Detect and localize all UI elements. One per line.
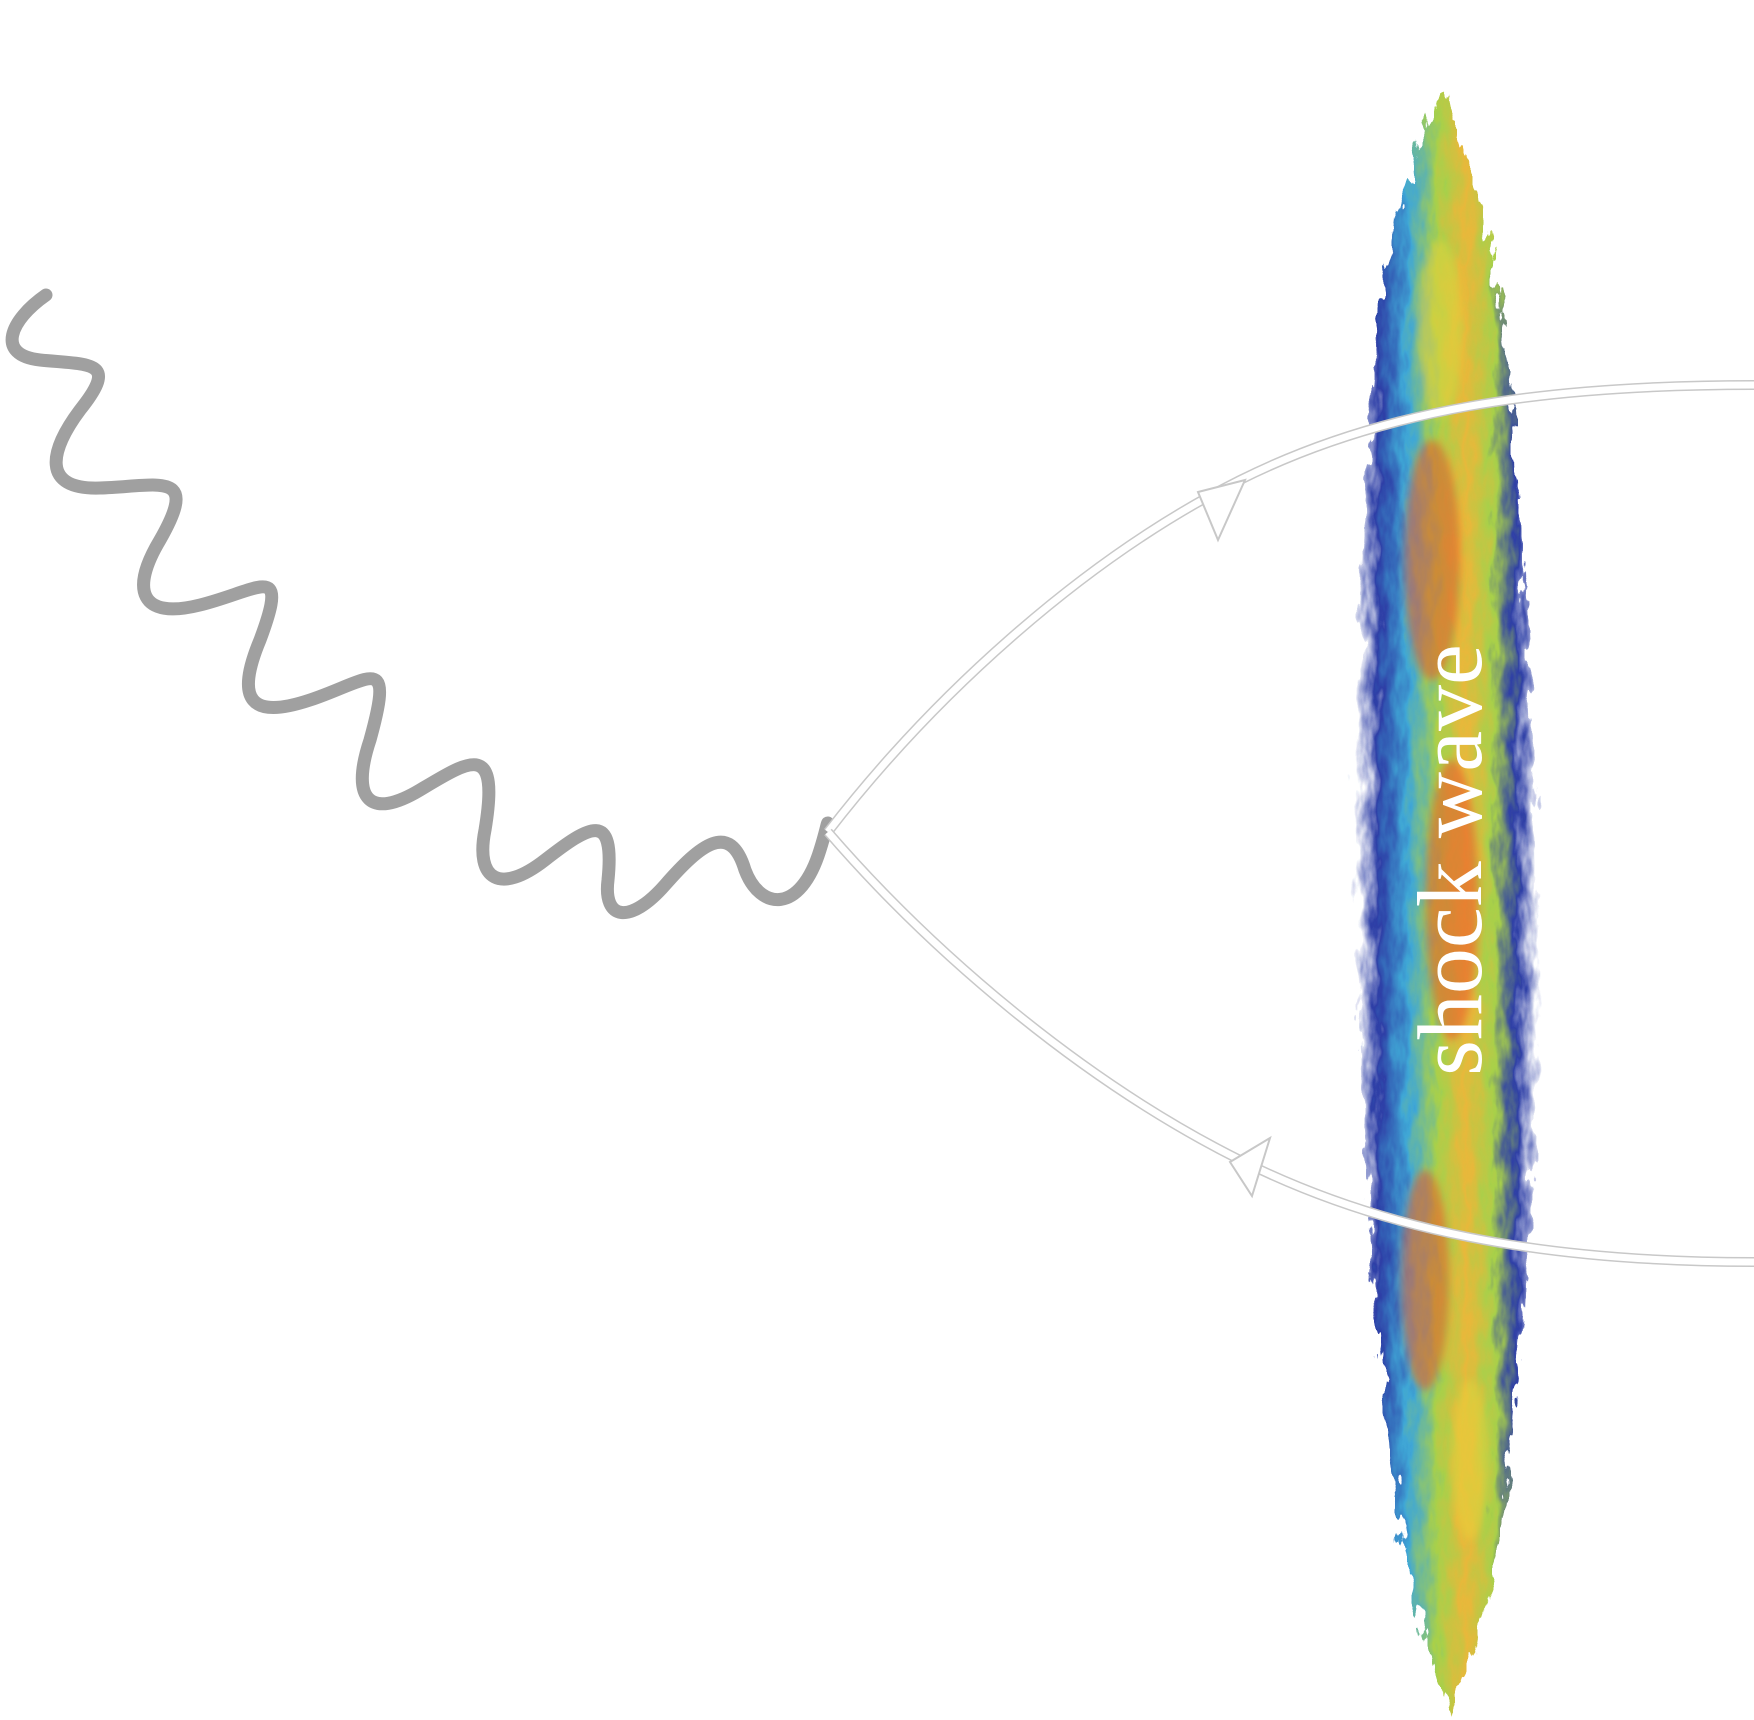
fermion-lines <box>824 380 1754 1267</box>
shock-hotspot <box>1404 440 1460 680</box>
upper-fermion-line <box>825 381 1754 835</box>
arrow-left-icon <box>1228 1135 1272 1199</box>
shock-wave-label: shock wave <box>1399 644 1501 1076</box>
lower-fermion-line-outline <box>824 828 1754 1267</box>
shock-hotspot <box>1452 1380 1488 1540</box>
shock-hotspot <box>1426 760 1478 1040</box>
upper-fermion-line-outline <box>824 380 1754 836</box>
shock-hotspot <box>1401 1170 1449 1390</box>
shock-hotspot <box>1418 240 1462 420</box>
wavy-photon-line <box>5 288 835 920</box>
lower-fermion-line <box>825 829 1754 1266</box>
arrow-right-icon <box>1196 478 1247 543</box>
